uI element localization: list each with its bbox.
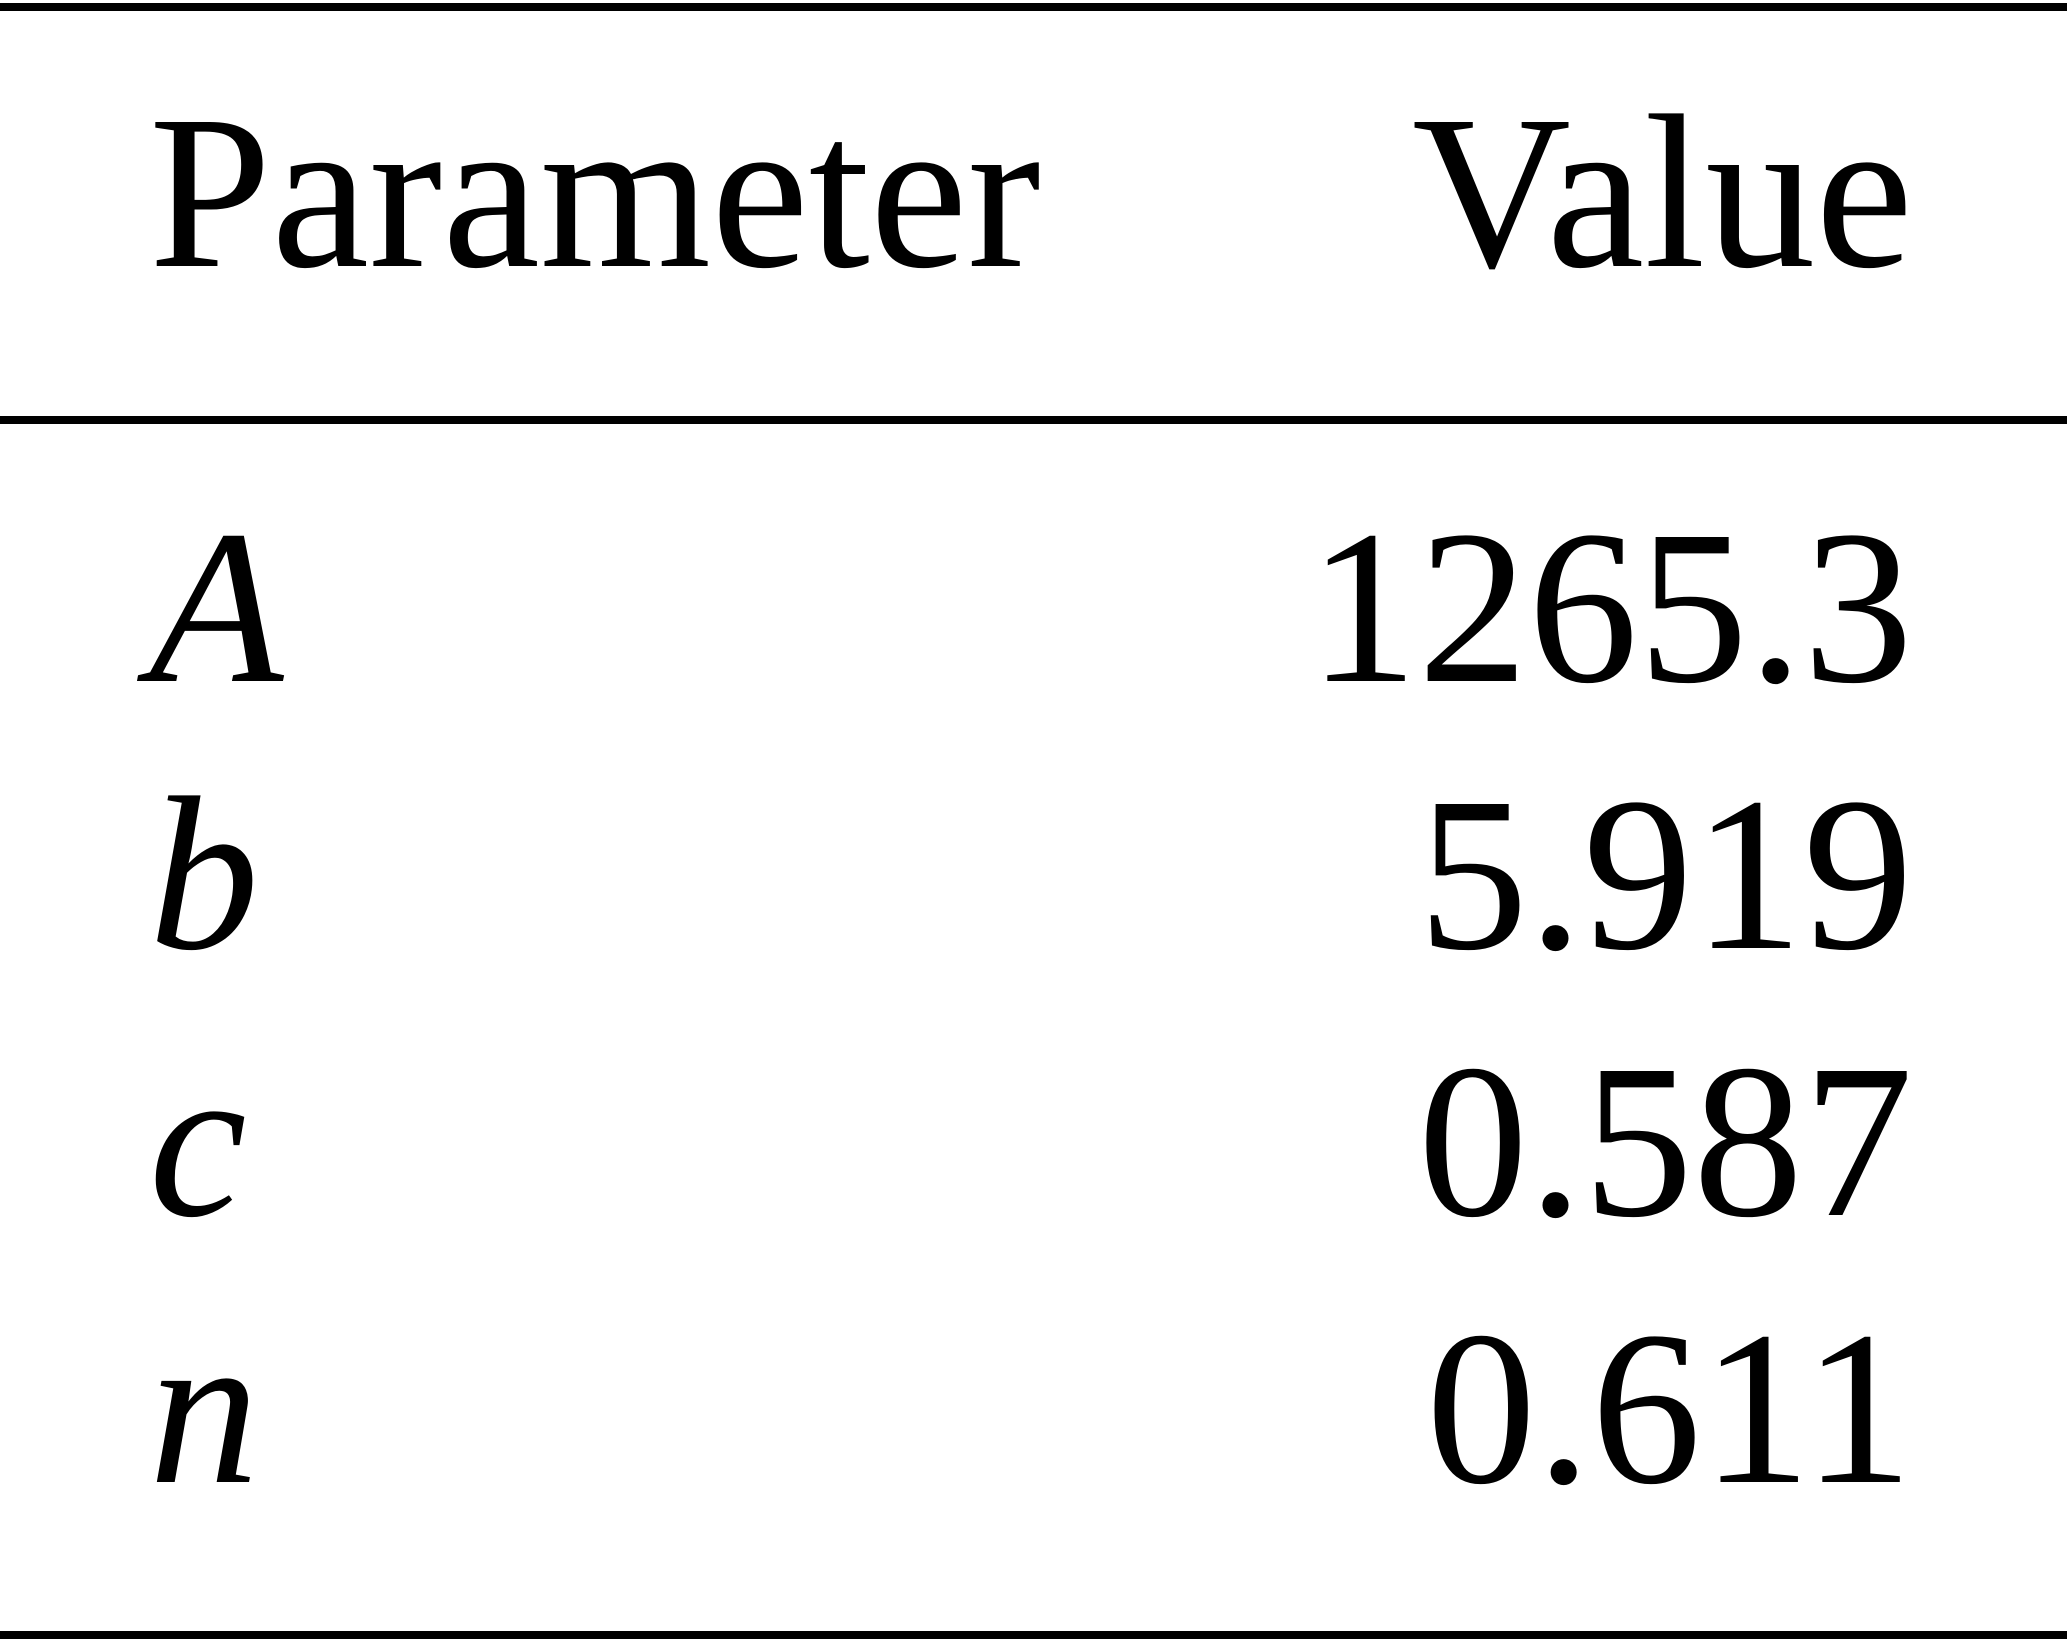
value-cell: 0.611 xyxy=(1426,1286,1913,1530)
parameter-cell: n xyxy=(149,1286,259,1530)
table-body: A 1265.3 b 5.919 c 0.587 n 0.611 xyxy=(136,485,1913,1530)
value-cell: 1265.3 xyxy=(1308,485,1913,729)
parameter-cell: c xyxy=(149,1019,247,1263)
value-cell: 5.919 xyxy=(1418,752,1913,996)
parameter-cell: b xyxy=(149,752,259,996)
parameter-cell: A xyxy=(136,485,285,729)
header-cell: Value xyxy=(1412,70,1913,314)
value-cell: 0.587 xyxy=(1418,1019,1913,1263)
header-cell: Parameter xyxy=(149,70,1041,314)
